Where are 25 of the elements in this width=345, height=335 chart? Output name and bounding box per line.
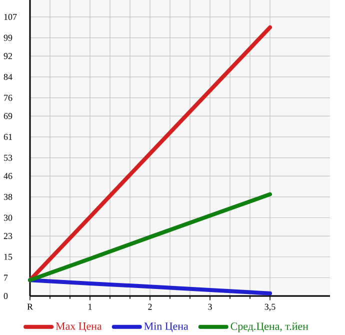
line-series (28, 278, 272, 296)
y-tick-label: 53 (4, 154, 12, 161)
y-tick-label: 46 (4, 173, 12, 180)
x-tick-label: 3 (208, 304, 212, 310)
legend-label: Сред.Цена, т.йен (230, 322, 308, 332)
y-tick-label: 0 (4, 292, 8, 300)
y-tick-label: 15 (4, 254, 12, 260)
y-tick-label: 7 (4, 274, 8, 281)
line-series (28, 192, 272, 282)
x-tick-label: 1 (88, 304, 92, 310)
y-tick-label: 76 (4, 94, 12, 101)
y-tick-label: 84 (4, 74, 12, 80)
y-tick-label: 92 (4, 53, 12, 60)
y-tick-label: 30 (4, 214, 12, 221)
y-tick-label: 107 (4, 14, 17, 20)
x-tick-label: 2 (148, 304, 152, 310)
y-tick-label: 69 (4, 113, 12, 120)
x-tick-label: 3,5 (264, 304, 276, 312)
y-tick-label: 99 (4, 34, 12, 41)
x-tick-label: R (27, 304, 33, 310)
legend-label: Min Цена (144, 322, 188, 332)
y-tick-label: 23 (4, 233, 12, 240)
legend-label: Max Цена (56, 322, 102, 332)
y-tick-label: 61 (4, 134, 12, 140)
y-tick-label: 38 (4, 194, 12, 200)
